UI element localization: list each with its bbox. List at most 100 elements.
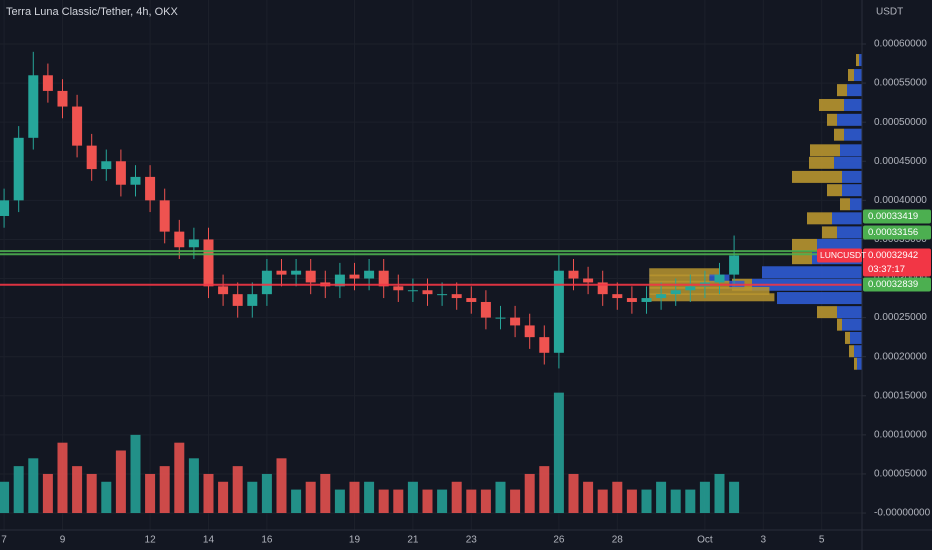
candle-body xyxy=(364,270,375,279)
candle-body xyxy=(626,298,637,302)
profile-up xyxy=(842,318,862,331)
profile-down xyxy=(840,198,850,211)
volume-bar xyxy=(13,466,24,514)
candle-body xyxy=(729,255,740,275)
profile-up xyxy=(762,266,862,279)
profile-up xyxy=(837,226,862,239)
x-tick-label: 16 xyxy=(261,535,273,546)
candle-body xyxy=(276,270,287,275)
candle-body xyxy=(13,137,24,201)
candle-body xyxy=(553,270,564,353)
profile-up xyxy=(847,84,862,97)
profile-up xyxy=(844,98,862,111)
profile-down xyxy=(817,306,837,319)
volume-bar xyxy=(583,481,594,514)
price-lines xyxy=(0,250,862,286)
volume-bar xyxy=(305,481,316,514)
x-tick-label: 5 xyxy=(819,535,825,546)
volume-bar xyxy=(261,473,272,514)
candle-body xyxy=(670,290,681,295)
volume-bar xyxy=(714,473,725,514)
volume-bar xyxy=(699,481,710,514)
profile-up xyxy=(859,54,862,67)
volume-bar xyxy=(247,481,258,514)
profile-up xyxy=(857,357,862,370)
price-tag xyxy=(863,225,931,240)
candle-body xyxy=(480,301,491,318)
y-tick-label: 0.00015000 xyxy=(874,390,927,401)
profile-down xyxy=(822,226,837,239)
profile-down xyxy=(819,98,844,111)
candle-body xyxy=(437,294,448,296)
volume-bar xyxy=(510,489,521,514)
profile-up xyxy=(854,69,862,82)
candle-body xyxy=(261,270,272,295)
candle-body xyxy=(378,270,389,287)
price-tags: 0.00033419 0.00033156 LUNCUSDT 0.00032942 03… xyxy=(817,209,931,292)
candle-body xyxy=(72,106,83,146)
profile-down xyxy=(792,252,812,265)
candle-body xyxy=(115,161,126,185)
volume-bar xyxy=(86,473,97,514)
candle-body xyxy=(539,337,550,353)
volume-bar xyxy=(568,473,579,514)
session-down xyxy=(649,268,720,277)
volume-bar xyxy=(524,473,535,514)
profile-down xyxy=(807,212,832,225)
candle-body xyxy=(393,286,404,291)
volume-bar xyxy=(670,489,681,514)
profile-up xyxy=(837,113,862,126)
volume-bar xyxy=(437,489,448,514)
volume-bar xyxy=(495,481,506,514)
y-tick-label: 0.00020000 xyxy=(874,351,927,362)
profile-down xyxy=(792,238,817,251)
profile-down xyxy=(856,54,859,67)
profile-up xyxy=(834,156,862,169)
profile-down xyxy=(837,84,847,97)
volume-bar xyxy=(291,489,302,514)
volume-bar xyxy=(72,466,83,514)
volume-bar xyxy=(0,481,10,514)
x-tick-label: 3 xyxy=(761,535,767,546)
volume-bar xyxy=(101,481,112,514)
volume-bar xyxy=(393,489,404,514)
profile-up xyxy=(854,345,862,358)
profile-down xyxy=(849,345,854,358)
volume-bar xyxy=(349,481,360,514)
volume-bar xyxy=(130,434,141,514)
profile-up xyxy=(844,128,862,141)
candle-body xyxy=(334,274,345,287)
volume-bar xyxy=(729,481,740,514)
candle-body xyxy=(714,274,725,283)
profile-up xyxy=(832,212,862,225)
x-tick-label: 28 xyxy=(612,535,624,546)
volume-bar xyxy=(466,489,477,514)
price-tag-label: 0.00033419 xyxy=(868,211,918,222)
profile-up xyxy=(842,184,862,197)
volume-bar xyxy=(334,489,345,514)
y-tick-label: -0.00000000 xyxy=(874,508,931,519)
session-down xyxy=(649,293,775,302)
candle-body xyxy=(174,231,185,248)
price-tag xyxy=(863,209,931,224)
price-tag-label: 0.00032839 xyxy=(868,279,918,290)
candle-body xyxy=(159,200,170,232)
profile-up xyxy=(817,238,862,251)
last-price-tag xyxy=(863,248,931,277)
volume-bar xyxy=(553,392,564,514)
candle-body xyxy=(685,286,696,291)
profile-down xyxy=(827,113,837,126)
profile-up xyxy=(850,198,862,211)
candle-body xyxy=(597,282,608,295)
volume-bar xyxy=(174,442,185,514)
candle-body xyxy=(656,294,667,299)
symbol-tag xyxy=(817,248,862,263)
last-price-label: 0.00032942 xyxy=(868,250,918,261)
candle-body xyxy=(101,161,112,170)
y-tick-label: 0.00050000 xyxy=(874,117,927,128)
volume-bar xyxy=(188,458,199,514)
volume-bar xyxy=(364,481,375,514)
y-tick-label: 0.00040000 xyxy=(874,195,927,206)
